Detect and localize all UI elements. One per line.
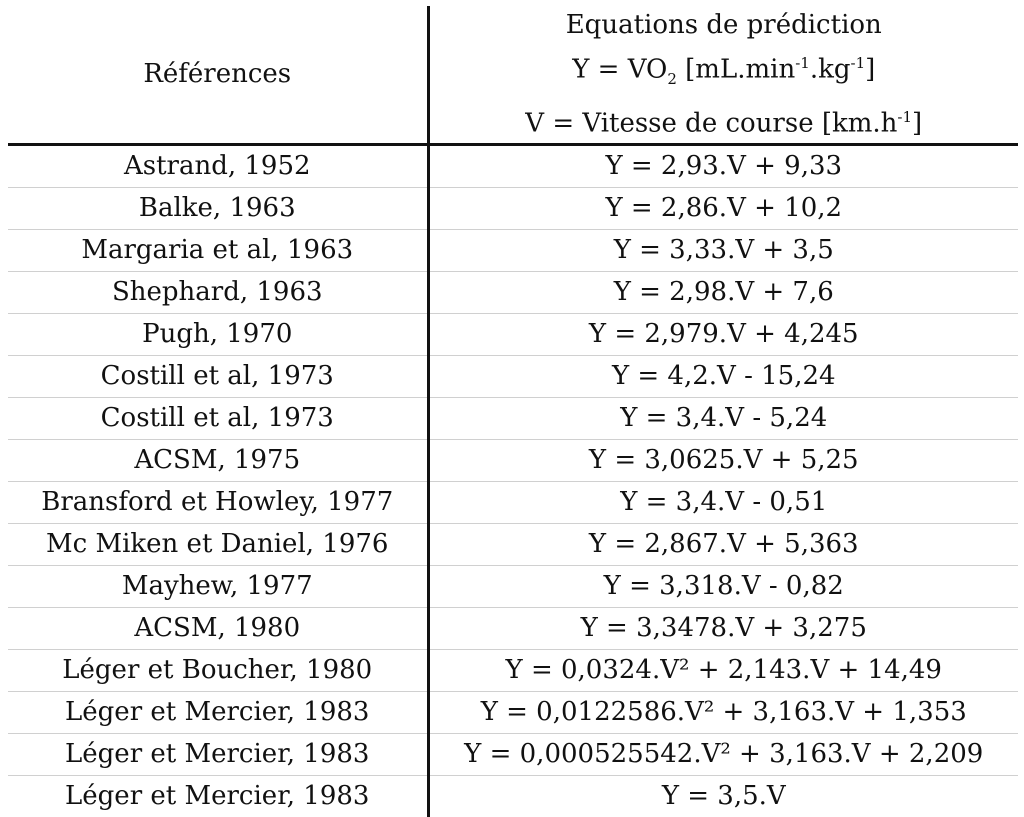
table-row: Léger et Mercier, 1983 Y = 0,0122586.V² +… (8, 691, 1018, 734)
reference-cell: Mayhew, 1977 (8, 565, 430, 608)
header-equations: Equations de prédiction Y = VO2 [mL.min-… (428, 6, 1018, 146)
table-row: Pugh, 1970 Y = 2,979.V + 4,245 (8, 313, 1018, 356)
equation-cell: Y = 0,0324.V² + 2,143.V + 14,49 (428, 649, 1018, 692)
reference-cell: Léger et Mercier, 1983 (8, 691, 430, 734)
table-row: Mayhew, 1977 Y = 3,318.V - 0,82 (8, 565, 1018, 608)
table-row: Costill et al, 1973 Y = 4,2.V - 15,24 (8, 355, 1018, 398)
header-equations-title: Equations de prédiction (565, 10, 882, 40)
equation-cell: Y = 2,86.V + 10,2 (428, 187, 1018, 230)
prediction-equations-table: Références Equations de prédiction Y = V… (8, 6, 1018, 817)
equation-cell: Y = 3,4.V - 5,24 (428, 397, 1018, 440)
equation-cell: Y = 3,33.V + 3,5 (428, 229, 1018, 272)
table-row: ACSM, 1980 Y = 3,3478.V + 3,275 (8, 607, 1018, 650)
equation-cell: Y = 3,318.V - 0,82 (428, 565, 1018, 608)
table-row: Léger et Mercier, 1983 Y = 0,000525542.V²… (8, 733, 1018, 776)
table-row: Costill et al, 1973 Y = 3,4.V - 5,24 (8, 397, 1018, 440)
reference-cell: Costill et al, 1973 (8, 397, 430, 440)
table-body: Astrand, 1952 Y = 2,93.V + 9,33 Balke, 196… (8, 144, 1018, 817)
table-row: Shephard, 1963 Y = 2,98.V + 7,6 (8, 271, 1018, 314)
table-row: Léger et Mercier, 1983 Y = 3,5.V (8, 775, 1018, 817)
reference-cell: Léger et Mercier, 1983 (8, 775, 430, 817)
reference-cell: Balke, 1963 (8, 187, 430, 230)
reference-cell: ACSM, 1980 (8, 607, 430, 650)
equation-cell: Y = 2,867.V + 5,363 (428, 523, 1018, 566)
equation-cell: Y = 3,4.V - 0,51 (428, 481, 1018, 524)
equation-cell: Y = 2,98.V + 7,6 (428, 271, 1018, 314)
header-y-definition: Y = VO2 [mL.min-1.kg-1] (572, 54, 876, 88)
reference-cell: Astrand, 1952 (8, 144, 430, 188)
reference-cell: Léger et Mercier, 1983 (8, 733, 430, 776)
table-row: Astrand, 1952 Y = 2,93.V + 9,33 (8, 144, 1018, 188)
table-row: ACSM, 1975 Y = 3,0625.V + 5,25 (8, 439, 1018, 482)
reference-cell: ACSM, 1975 (8, 439, 430, 482)
equation-cell: Y = 3,5.V (661, 781, 786, 811)
equation-cell: Y = 4,2.V - 15,24 (428, 355, 1018, 398)
table-row: Balke, 1963 Y = 2,86.V + 10,2 (8, 187, 1018, 230)
reference-cell: Mc Miken et Daniel, 1976 (8, 523, 430, 566)
equation-cell: Y = 2,93.V + 9,33 (428, 144, 1018, 188)
equation-cell: Y = 2,979.V + 4,245 (428, 313, 1018, 356)
header-v-definition: V = Vitesse de course [km.h-1] (525, 107, 923, 139)
reference-cell: Léger et Boucher, 1980 (8, 649, 430, 692)
reference-cell: Costill et al, 1973 (8, 355, 430, 398)
reference-cell: Pugh, 1970 (8, 313, 430, 356)
table-row: Margaria et al, 1963 Y = 3,33.V + 3,5 (8, 229, 1018, 272)
equation-cell: Y = 3,0625.V + 5,25 (428, 439, 1018, 482)
header-references: Références (8, 6, 430, 146)
equation-cell: Y = 0,0122586.V² + 3,163.V + 1,353 (428, 691, 1018, 734)
equation-cell: Y = 0,000525542.V² + 3,163.V + 2,209 (428, 733, 1018, 776)
reference-cell: Shephard, 1963 (8, 271, 430, 314)
table-row: Mc Miken et Daniel, 1976 Y = 2,867.V + 5,… (8, 523, 1018, 566)
table-row: Bransford et Howley, 1977 Y = 3,4.V - 0,5… (8, 481, 1018, 524)
reference-cell: Margaria et al, 1963 (8, 229, 430, 272)
table-header-row: Références Equations de prédiction Y = V… (8, 6, 1018, 146)
reference-cell: Bransford et Howley, 1977 (8, 481, 430, 524)
table-row: Léger et Boucher, 1980 Y = 0,0324.V² + 2,… (8, 649, 1018, 692)
equation-cell: Y = 3,3478.V + 3,275 (428, 607, 1018, 650)
